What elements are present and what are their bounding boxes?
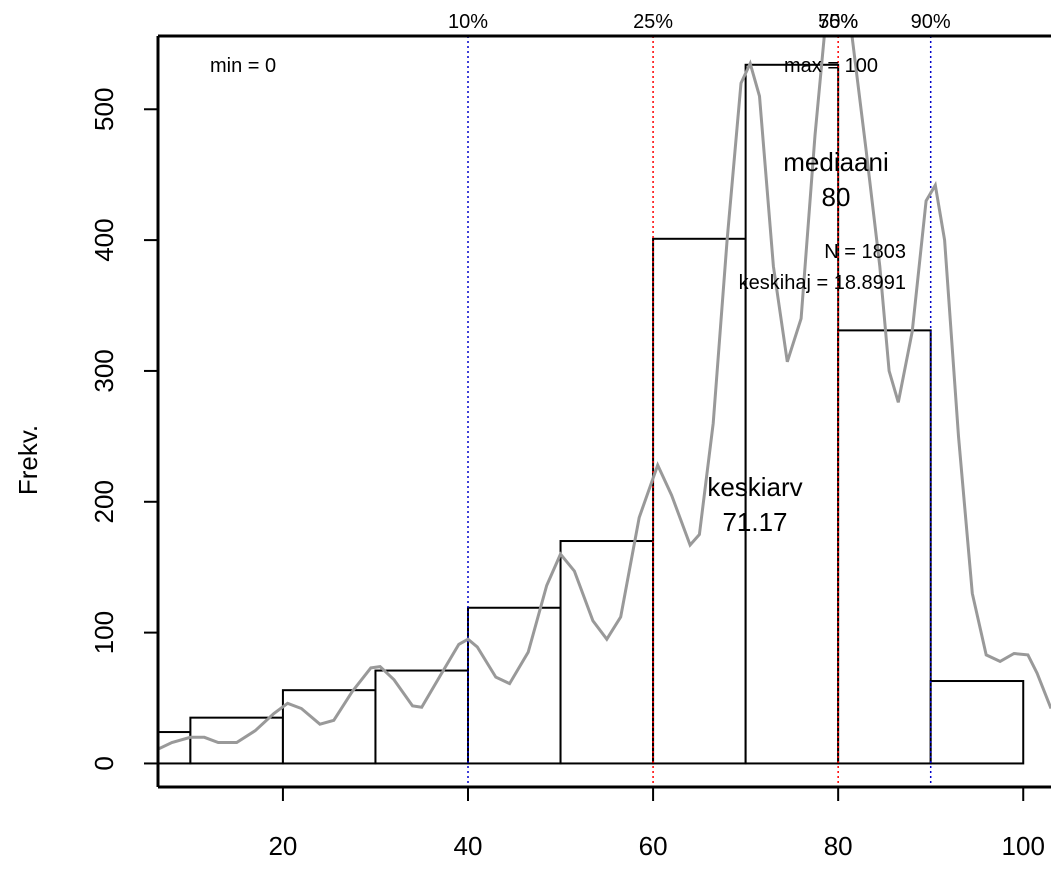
histogram-bar bbox=[744, 63, 840, 765]
quantile-label: 75% bbox=[818, 11, 858, 33]
median-value: 80 bbox=[822, 182, 851, 212]
y-tick-label: 100 bbox=[89, 611, 119, 654]
max-annotation: max = 100 bbox=[784, 55, 878, 77]
x-tick-label: 20 bbox=[268, 831, 297, 861]
quantile-label: 90% bbox=[911, 11, 951, 33]
histogram-bar bbox=[189, 716, 284, 765]
quantile-label: 25% bbox=[633, 11, 673, 33]
bars-layer bbox=[157, 63, 1025, 765]
y-tick-label: 200 bbox=[89, 480, 119, 523]
n-annotation: N = 1803 bbox=[824, 241, 906, 263]
y-tick-label: 400 bbox=[89, 218, 119, 261]
histogram-bar bbox=[929, 680, 1025, 765]
mean-value: 71.17 bbox=[722, 507, 787, 537]
x-tick-label: 80 bbox=[824, 831, 853, 861]
quantile-label: 50% bbox=[818, 11, 858, 33]
median-label: mediaani bbox=[783, 147, 889, 177]
histogram-bar bbox=[281, 689, 377, 765]
sd-annotation: keskihaj = 18.8991 bbox=[739, 272, 906, 294]
density-curve bbox=[158, 36, 1051, 751]
quantile-label: 10% bbox=[448, 11, 488, 33]
min-annotation: min = 0 bbox=[210, 55, 276, 77]
quantile-lines: 10% 25% 50%75% 90% bbox=[448, 11, 951, 787]
y-tick-label: 300 bbox=[89, 349, 119, 392]
density-curve-layer bbox=[158, 36, 1051, 751]
histogram-bar bbox=[467, 606, 562, 765]
x-tick-label: 40 bbox=[454, 831, 483, 861]
x-tick-label: 100 bbox=[1002, 831, 1045, 861]
histogram-bar bbox=[837, 329, 932, 765]
histogram-bar bbox=[652, 237, 747, 765]
y-tick-label: 500 bbox=[89, 88, 119, 131]
y-tick-label: 0 bbox=[89, 756, 119, 770]
histogram-bar bbox=[374, 669, 470, 765]
axes-layer: 20 40 60 80 100 0 100 200 300 400 500 bbox=[89, 34, 1051, 861]
x-tick-label: 60 bbox=[639, 831, 668, 861]
mean-label: keskiarv bbox=[707, 472, 802, 502]
y-axis-label: Frekv. bbox=[13, 425, 43, 495]
